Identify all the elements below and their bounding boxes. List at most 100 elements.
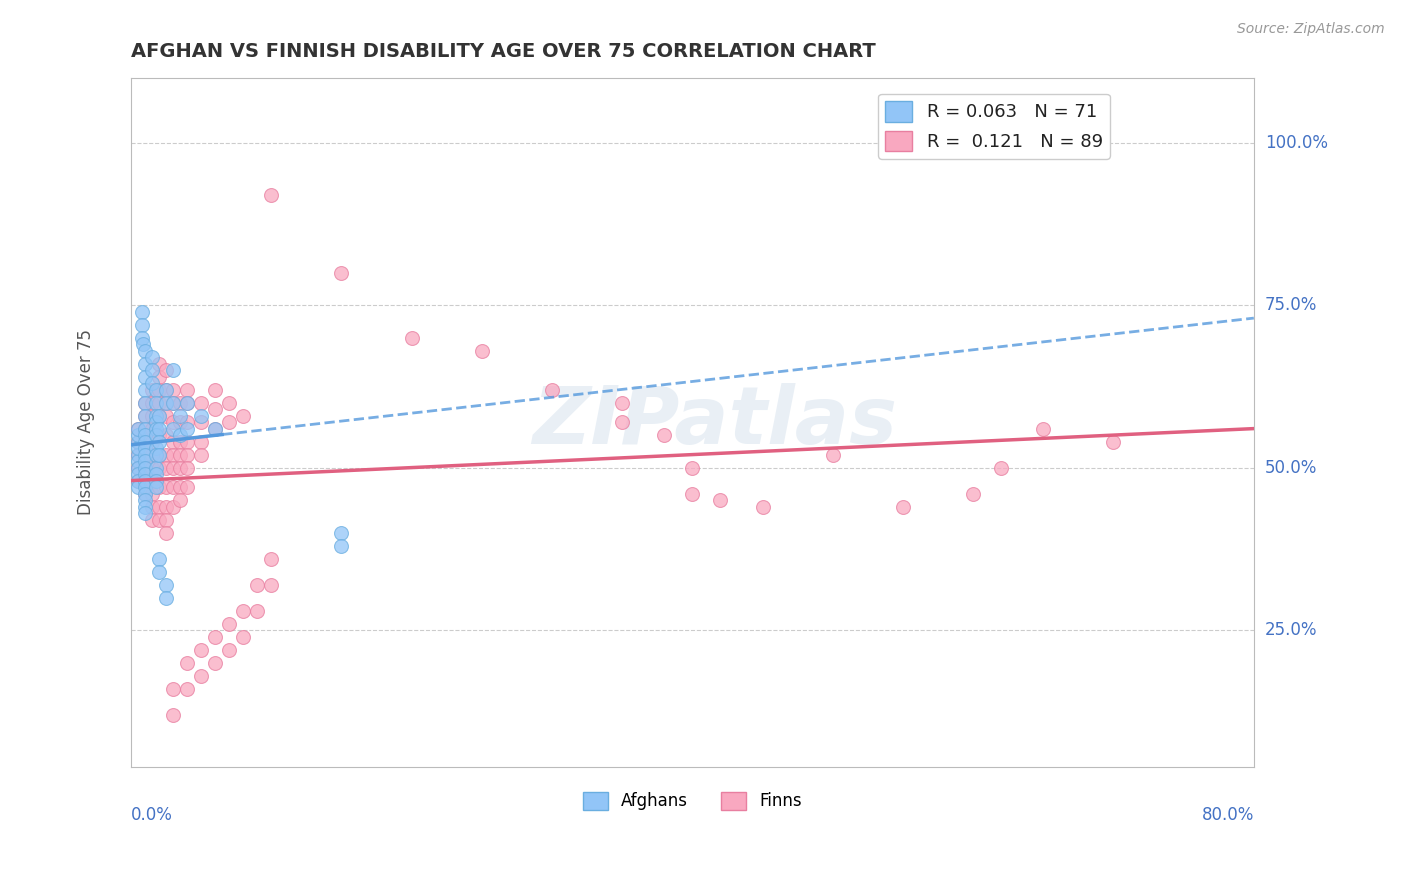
Point xyxy=(204,656,226,670)
Point xyxy=(260,551,283,566)
Point xyxy=(131,330,153,344)
Point xyxy=(134,421,156,435)
Point xyxy=(134,486,156,500)
Point xyxy=(141,500,163,514)
Point xyxy=(471,343,494,358)
Point xyxy=(134,409,156,423)
Point xyxy=(148,480,170,494)
Point xyxy=(330,539,353,553)
Point xyxy=(162,480,184,494)
Point xyxy=(141,448,163,462)
Text: ZIPatlas: ZIPatlas xyxy=(533,383,897,461)
Point xyxy=(612,415,634,429)
Text: 25.0%: 25.0% xyxy=(1265,621,1317,639)
Point xyxy=(145,480,167,494)
Point xyxy=(134,500,156,514)
Point xyxy=(145,460,167,475)
Point xyxy=(155,383,177,397)
Point xyxy=(134,369,156,384)
Point xyxy=(190,642,212,657)
Point xyxy=(162,383,184,397)
Point xyxy=(155,500,177,514)
Point xyxy=(134,460,156,475)
Point xyxy=(260,187,283,202)
Text: 0.0%: 0.0% xyxy=(131,805,173,823)
Point xyxy=(155,383,177,397)
Point xyxy=(751,500,773,514)
Point xyxy=(176,395,198,409)
Point xyxy=(176,656,198,670)
Point xyxy=(169,460,191,475)
Point xyxy=(218,616,240,631)
Point xyxy=(162,707,184,722)
Point xyxy=(134,409,156,423)
Point xyxy=(204,402,226,417)
Text: AFGHAN VS FINNISH DISABILITY AGE OVER 75 CORRELATION CHART: AFGHAN VS FINNISH DISABILITY AGE OVER 75… xyxy=(131,42,876,61)
Point xyxy=(148,428,170,442)
Point xyxy=(204,630,226,644)
Point xyxy=(145,395,167,409)
Point xyxy=(134,486,156,500)
Point xyxy=(612,395,634,409)
Point xyxy=(148,448,170,462)
Point xyxy=(169,395,191,409)
Point xyxy=(134,454,156,468)
Point xyxy=(155,513,177,527)
Point xyxy=(162,421,184,435)
Point xyxy=(134,448,156,462)
Point xyxy=(176,460,198,475)
Point xyxy=(134,421,156,435)
Point xyxy=(709,493,731,508)
Point xyxy=(218,415,240,429)
Point xyxy=(162,681,184,696)
Point xyxy=(127,454,149,468)
Point xyxy=(127,434,149,449)
Point xyxy=(681,460,703,475)
Point xyxy=(141,460,163,475)
Point xyxy=(232,409,254,423)
Point xyxy=(169,428,191,442)
Point xyxy=(145,441,167,455)
Point xyxy=(155,448,177,462)
Point xyxy=(127,460,149,475)
Point xyxy=(176,681,198,696)
Point xyxy=(141,409,163,423)
Point xyxy=(1032,421,1054,435)
Point xyxy=(127,448,149,462)
Point xyxy=(176,448,198,462)
Point xyxy=(652,428,675,442)
Point xyxy=(148,448,170,462)
Point xyxy=(190,409,212,423)
Point xyxy=(148,513,170,527)
Point xyxy=(148,500,170,514)
Point xyxy=(141,513,163,527)
Point xyxy=(145,409,167,423)
Point xyxy=(145,428,167,442)
Point xyxy=(162,395,184,409)
Point xyxy=(155,525,177,540)
Point xyxy=(141,383,163,397)
Point xyxy=(155,395,177,409)
Text: 80.0%: 80.0% xyxy=(1202,805,1254,823)
Point xyxy=(127,474,149,488)
Point xyxy=(127,428,149,442)
Point xyxy=(148,434,170,449)
Point xyxy=(232,604,254,618)
Point xyxy=(169,448,191,462)
Point xyxy=(148,421,170,435)
Point xyxy=(162,395,184,409)
Point xyxy=(141,363,163,377)
Point xyxy=(145,421,167,435)
Point xyxy=(162,448,184,462)
Text: 75.0%: 75.0% xyxy=(1265,296,1317,314)
Point xyxy=(127,480,149,494)
Point xyxy=(681,486,703,500)
Point xyxy=(176,421,198,435)
Point xyxy=(204,421,226,435)
Point xyxy=(162,363,184,377)
Point xyxy=(134,395,156,409)
Point xyxy=(132,337,155,351)
Point xyxy=(169,415,191,429)
Point xyxy=(155,460,177,475)
Point xyxy=(141,434,163,449)
